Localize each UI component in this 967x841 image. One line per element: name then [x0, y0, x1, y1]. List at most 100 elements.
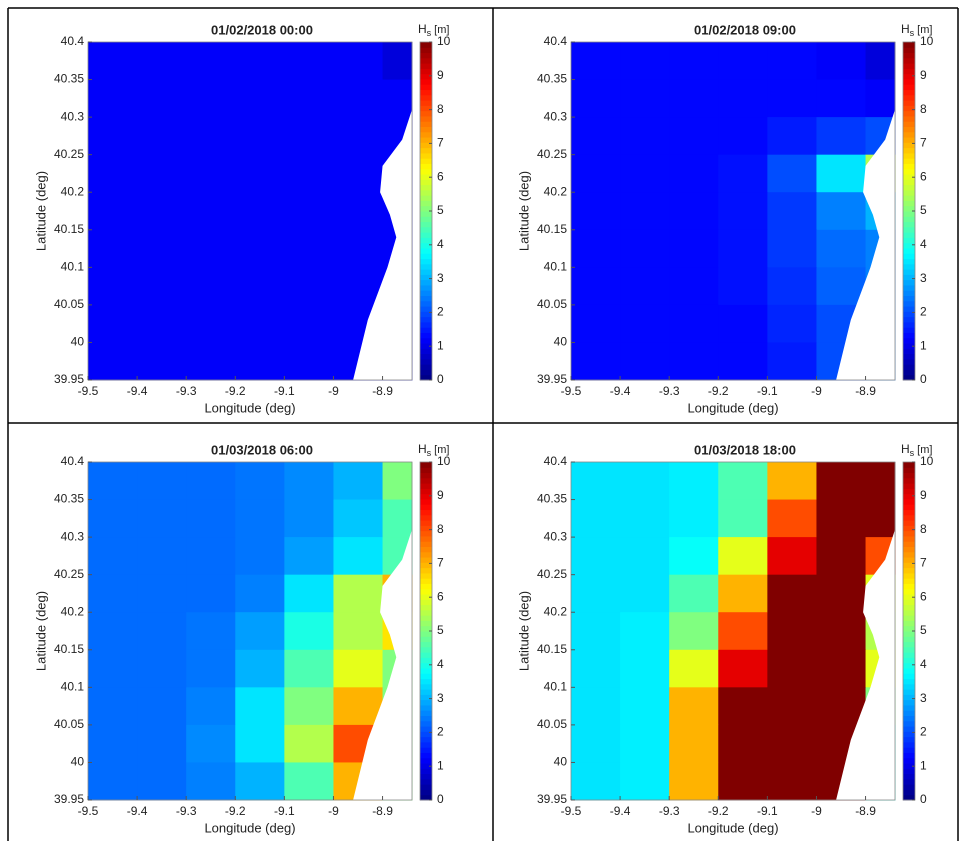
heat-cell: [284, 79, 334, 118]
colorbar-swatch: [420, 657, 432, 664]
colorbar-tick-label: 2: [920, 305, 927, 319]
colorbar-swatch: [903, 295, 915, 302]
colorbar-swatch: [420, 232, 432, 238]
colorbar-swatch: [420, 84, 432, 91]
x-tick-label: -9.2: [708, 384, 729, 398]
heat-cell: [620, 724, 670, 763]
heat-cell: [620, 499, 670, 538]
colorbar-swatch: [903, 358, 915, 365]
heat-cell: [571, 574, 621, 613]
heat-cell: [669, 724, 719, 763]
colorbar-swatch: [420, 567, 432, 574]
colorbar-tick-label: 10: [920, 454, 934, 468]
heat-cell: [718, 79, 768, 118]
colorbar-swatch: [903, 364, 915, 370]
colorbar-swatch: [903, 562, 915, 569]
x-tick-label: -8.9: [855, 804, 876, 818]
colorbar-swatch: [420, 205, 432, 212]
y-tick-label: 40.15: [54, 222, 84, 236]
heat-cell: [767, 304, 817, 343]
x-tick-label: -9.1: [757, 804, 778, 818]
heat-cell: [718, 267, 768, 306]
colorbar-swatch: [420, 263, 432, 270]
heat-cell: [235, 762, 285, 801]
colorbar-swatch: [420, 477, 432, 484]
colorbar-swatch: [420, 163, 432, 170]
colorbar-swatch: [420, 525, 432, 532]
colorbar-swatch: [420, 588, 432, 595]
panel-title: 01/02/2018 00:00: [211, 22, 313, 37]
heat-cell: [620, 342, 670, 381]
colorbar-swatch: [903, 604, 915, 611]
colorbar-tick-label: 5: [437, 203, 444, 217]
colorbar-swatch: [903, 131, 915, 138]
x-tick-label: -9: [811, 804, 822, 818]
panel-title: 01/02/2018 09:00: [694, 22, 796, 37]
heat-cell: [284, 612, 334, 651]
colorbar-swatch: [903, 47, 915, 54]
heat-cell: [137, 499, 187, 538]
colorbar-swatch: [420, 137, 432, 143]
heat-cell: [235, 574, 285, 613]
colorbar-swatch: [420, 105, 432, 112]
heat-cell: [284, 342, 334, 381]
colorbar-swatch: [903, 773, 915, 780]
heat-cell: [88, 537, 138, 576]
colorbar-swatch: [903, 667, 915, 674]
heat-cell: [137, 229, 187, 268]
colorbar-tick-label: 7: [920, 556, 927, 570]
colorbar-tick-label: 3: [920, 271, 927, 285]
heat-cell: [186, 462, 236, 501]
colorbar-label: Hs [m]: [418, 442, 449, 458]
colorbar-tick-label: 8: [920, 102, 927, 116]
colorbar-tick-label: 2: [920, 725, 927, 739]
heat-cell: [571, 612, 621, 651]
colorbar-swatch: [420, 704, 432, 711]
y-tick-label: 39.95: [54, 372, 84, 386]
colorbar-swatch: [420, 726, 432, 732]
heat-cell: [235, 687, 285, 726]
colorbar-swatch: [420, 594, 432, 600]
colorbar-swatch: [903, 599, 915, 606]
heat-cell: [620, 192, 670, 231]
heat-cell: [137, 267, 187, 306]
heat-cell: [235, 154, 285, 193]
colorbar-swatch: [420, 168, 432, 175]
heat-cell: [669, 117, 719, 156]
colorbar-tick-label: 1: [437, 338, 444, 352]
x-tick-label: -9.2: [225, 384, 246, 398]
heat-cell: [767, 687, 817, 726]
colorbar-label: Hs [m]: [901, 442, 932, 458]
y-tick-label: 40.35: [537, 72, 567, 86]
colorbar-swatch: [420, 631, 432, 637]
colorbar-swatch: [903, 631, 915, 637]
colorbar-swatch: [903, 343, 915, 349]
colorbar-swatch: [420, 94, 432, 101]
heat-cell: [235, 79, 285, 118]
y-tick-label: 40.05: [537, 297, 567, 311]
x-tick-label: -9.3: [176, 804, 197, 818]
heat-cell: [718, 154, 768, 193]
heat-cell: [816, 687, 867, 726]
colorbar-tick-label: 9: [920, 68, 927, 82]
colorbar-tick-label: 2: [437, 725, 444, 739]
colorbar-swatch: [903, 290, 915, 296]
colorbar-label: Hs [m]: [901, 22, 932, 38]
heat-cell: [186, 267, 236, 306]
colorbar-tick-label: 8: [437, 522, 444, 536]
heat-cell: [767, 42, 817, 81]
y-tick-label: 40.3: [61, 529, 85, 543]
y-tick-label: 40.2: [61, 604, 85, 618]
x-tick-label: -9.5: [78, 804, 99, 818]
colorbar-swatch: [903, 477, 915, 484]
heat-cell: [669, 42, 719, 81]
colorbar-swatch: [420, 369, 432, 376]
colorbar-swatch: [903, 763, 915, 769]
colorbar-swatch: [903, 578, 915, 584]
heat-cell: [571, 42, 621, 81]
heat-cell: [284, 574, 334, 613]
colorbar-swatch: [903, 179, 915, 186]
heat-cell: [620, 537, 670, 576]
colorbar-symbol: H: [418, 442, 427, 456]
